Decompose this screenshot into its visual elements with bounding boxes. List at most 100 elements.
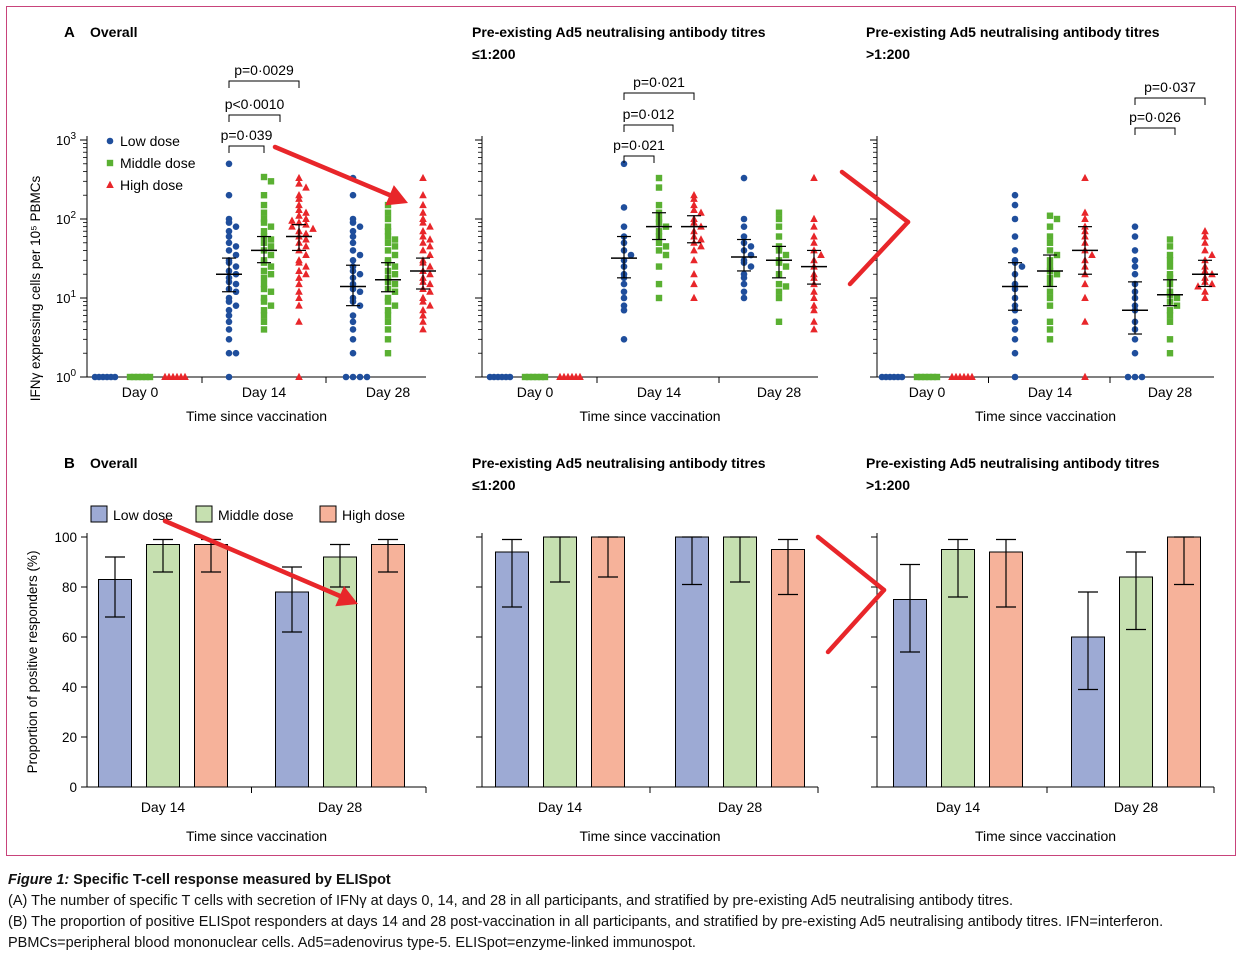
x-tick-label: Day 0 [122,384,159,400]
data-point [181,372,189,380]
x-tick-label: Day 28 [1148,384,1193,400]
data-point [288,222,296,230]
data-point [349,318,357,326]
bar [194,544,228,788]
data-point [260,219,268,226]
data-point [260,192,268,199]
data-point [260,267,268,275]
scatter-panel-3: Day 0 Day 14 Day 28 Time since vaccination p… [870,79,1218,424]
bar [371,544,405,788]
panel-title: Overall [90,455,137,471]
data-point [295,173,303,182]
bar [1119,576,1153,788]
data-point [225,373,233,381]
data-point [225,247,233,254]
data-point [1011,373,1019,381]
data-point [620,306,628,314]
p-value-bracket [228,80,300,88]
data-point [1166,274,1174,282]
p-value-bracket [228,145,265,153]
data-point [1166,312,1174,319]
data-point [775,223,783,230]
caption-figure-label: Figure 1: [8,872,70,888]
y-tick-label: 100 [56,368,76,385]
data-point [349,239,357,247]
data-point [232,302,240,309]
data-point [810,293,818,301]
data-point [576,372,584,380]
red-arrow-top [272,144,395,199]
data-point [426,301,434,309]
data-point [426,242,434,250]
data-point [913,373,921,381]
series-low-dose [486,160,757,381]
legend-label: Low dose [113,507,173,523]
data-point [655,247,663,254]
data-point [295,293,303,301]
x-tick-label: Day 14 [242,384,287,400]
data-point [232,349,240,357]
data-point [419,208,427,216]
data-point [419,317,427,325]
caption-title: Figure 1: Specific T-cell response measu… [8,870,1236,891]
p-value-label: p=0·012 [623,106,675,122]
data-point [295,266,303,274]
data-point [1166,236,1174,243]
data-point [426,222,434,230]
data-point [232,251,240,259]
data-point [898,373,906,381]
series-middle-dose [913,212,1183,381]
data-point [267,178,275,185]
data-point [309,224,317,232]
data-point [419,232,427,240]
data-point [391,271,399,278]
data-point [384,318,392,325]
data-point [260,318,268,325]
data-point [419,238,427,246]
data-point [740,274,748,282]
data-point [1201,232,1209,240]
panel-title: Pre-existing Ad5 neutralising antibody t… [472,24,766,40]
data-point [384,336,392,343]
data-point [349,227,357,235]
data-point [302,235,310,243]
data-point [349,257,357,264]
p-value-label: p<0·0010 [225,96,285,112]
panel-title-line2: >1:200 [866,477,910,493]
legend-swatch [195,505,213,523]
data-point [267,223,275,230]
data-point [426,270,434,278]
data-point [384,326,392,333]
data-point [225,160,233,168]
data-point [740,215,748,223]
data-point [302,250,310,259]
bar [146,544,180,788]
data-point [810,287,818,295]
data-point [1011,326,1019,333]
data-point [1081,208,1089,216]
data-point [232,223,240,230]
x-tick-label: Day 14 [637,384,682,400]
data-point [260,312,268,319]
data-point [1201,246,1209,254]
data-point [130,373,138,381]
data-point [620,160,628,168]
x-axis-title: Time since vaccination [579,408,720,424]
y-tick-label: 103 [56,131,76,148]
legend-label: Middle dose [218,507,294,523]
bar-panel-2: Day 14 Day 28 Time since vaccination [476,533,819,844]
data-point [349,233,357,240]
data-point [1131,270,1139,278]
data-point [260,215,268,223]
data-point [529,373,537,381]
x-tick-label: Day 14 [936,799,981,815]
data-point [690,256,698,264]
data-point [933,373,941,381]
data-point [747,243,755,250]
red-chevron-top [839,169,911,225]
data-point [740,294,748,302]
data-point [1046,247,1054,254]
data-point [1201,293,1209,301]
data-point [295,191,303,199]
data-point [232,280,240,288]
